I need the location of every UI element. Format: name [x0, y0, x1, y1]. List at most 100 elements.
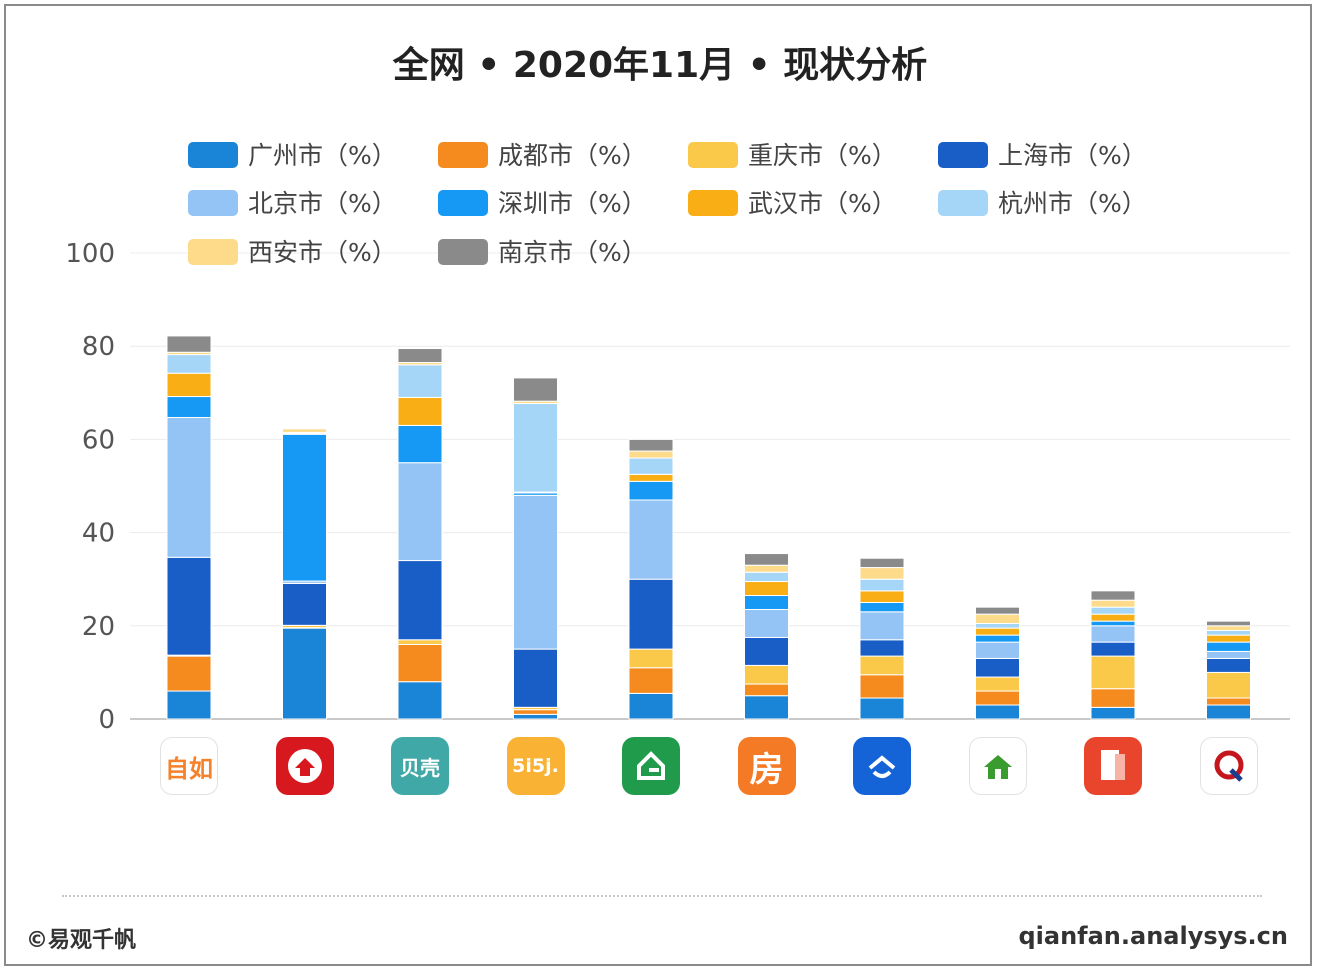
bar-segment — [397, 364, 443, 398]
footer-copyright: ©易观千帆 — [26, 928, 137, 953]
bar-segment — [859, 697, 905, 720]
bar-segment — [1206, 671, 1251, 699]
bar-segment — [1206, 704, 1251, 720]
bar-segment — [975, 606, 1020, 615]
legend-swatch — [438, 142, 488, 168]
bar-segment — [1090, 655, 1136, 690]
bar-segment — [282, 627, 327, 720]
legend-swatch — [688, 142, 738, 168]
bar-segment — [166, 335, 212, 353]
fang-orange-icon: 房 — [737, 737, 796, 795]
5i5j-icon: 5i5j. — [506, 737, 565, 795]
bar-segment — [628, 692, 674, 720]
legend-label: 西安市（%） — [248, 238, 397, 267]
bar-segment — [166, 690, 212, 720]
bar-segment — [744, 595, 789, 610]
bar-segment — [1090, 606, 1136, 615]
y-tick-label: 100 — [65, 239, 115, 269]
legend-swatch — [438, 190, 488, 216]
bar-segment — [513, 713, 558, 720]
bar-segment — [975, 634, 1020, 643]
bar-segment — [628, 457, 674, 475]
bar-segment — [282, 428, 327, 433]
bar-segment — [166, 556, 212, 656]
bar-segment — [282, 582, 327, 626]
legend-label: 北京市（%） — [248, 189, 397, 218]
58-house-icon — [622, 737, 680, 795]
bar-segment — [975, 641, 1020, 659]
bar-segment — [628, 473, 674, 482]
bar-segment — [397, 560, 443, 641]
bar-segment — [859, 590, 905, 603]
bar-segment — [744, 664, 789, 685]
legend-label: 南京市（%） — [498, 238, 647, 267]
bar-segment — [1206, 641, 1251, 652]
ganji-icon — [853, 737, 911, 795]
bar-segment — [166, 416, 212, 558]
bar-segment — [1206, 620, 1251, 627]
bar-segment — [859, 639, 905, 657]
legend-swatch — [188, 239, 238, 265]
bar-segment — [166, 655, 212, 692]
bar-segment — [859, 602, 905, 613]
bar-segment — [397, 643, 443, 683]
legend-swatch — [188, 142, 238, 168]
bar-segment — [628, 648, 674, 669]
chart-title: 全网 • 2020年11月 • 现状分析 — [392, 45, 928, 86]
legend-swatch — [188, 190, 238, 216]
bar-segment — [628, 450, 674, 459]
bar-segment — [513, 648, 558, 708]
bar-segment — [975, 613, 1020, 624]
legend-label: 杭州市（%） — [998, 189, 1147, 218]
bar-segment — [859, 578, 905, 592]
qfang-icon — [1199, 737, 1258, 795]
bar-segment — [744, 581, 789, 597]
bar-segment — [859, 567, 905, 580]
bar-segment — [975, 657, 1020, 678]
bar-segment — [859, 674, 905, 699]
bar-segment — [1206, 634, 1251, 643]
bar-segment — [1206, 697, 1251, 706]
bar-segment — [513, 494, 558, 650]
bar-segment — [975, 676, 1020, 692]
bar-segment — [744, 571, 789, 583]
bar-segment — [397, 396, 443, 426]
bar-segment — [1090, 620, 1136, 627]
bar-segment — [975, 622, 1020, 629]
legend-label: 重庆市（%） — [748, 141, 897, 170]
bar-segment — [1090, 625, 1136, 643]
bar-segment — [166, 354, 212, 374]
legend-swatch — [688, 190, 738, 216]
bar-segment — [1090, 590, 1136, 601]
bar-segment — [166, 396, 212, 418]
bar-segment — [744, 564, 789, 573]
bar-segment — [513, 403, 558, 493]
bar-segment — [628, 667, 674, 694]
bar-segment — [744, 608, 789, 638]
bar-segment — [975, 627, 1020, 636]
bar-segment — [513, 709, 558, 715]
bar-segment — [744, 553, 789, 566]
ziroom-icon: 自如 — [160, 737, 218, 795]
bar-segment — [397, 681, 443, 720]
beike-icon: 贝壳 — [391, 737, 449, 795]
bar-segment — [1090, 706, 1136, 720]
bar-segment — [628, 480, 674, 501]
footer-divider — [62, 895, 1262, 897]
legend-label: 广州市（%） — [248, 141, 397, 170]
legend-label: 武汉市（%） — [748, 189, 897, 218]
bar-segment — [744, 636, 789, 666]
bar-segment — [628, 578, 674, 650]
y-tick-label: 40 — [82, 519, 115, 549]
y-tick-label: 0 — [98, 705, 115, 735]
bar-segment — [859, 655, 905, 676]
legend-label: 成都市（%） — [498, 141, 647, 170]
fangduoduo-icon — [1084, 737, 1142, 795]
footer-source-url: qianfan.analysys.cn — [1018, 922, 1288, 950]
bar-segment — [397, 424, 443, 464]
bar-segment — [628, 499, 674, 580]
bar-segment — [744, 695, 789, 720]
bar-segment — [1090, 599, 1136, 608]
y-tick-label: 80 — [82, 332, 115, 362]
